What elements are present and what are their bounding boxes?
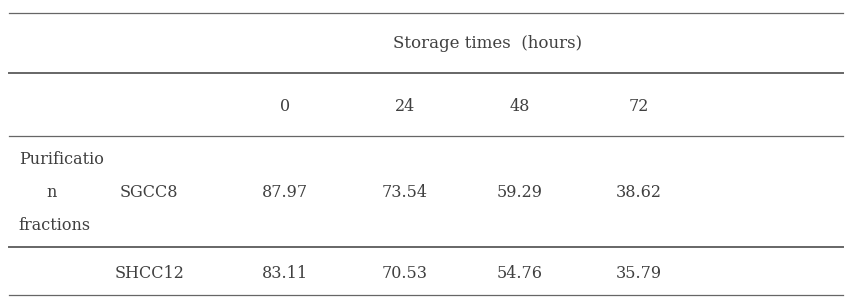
Text: 87.97: 87.97 [262, 184, 308, 201]
Text: 0: 0 [280, 98, 291, 115]
Text: SHCC12: SHCC12 [114, 265, 184, 282]
Text: n: n [47, 184, 57, 201]
Text: 48: 48 [509, 98, 530, 115]
Text: 38.62: 38.62 [616, 184, 662, 201]
Text: SGCC8: SGCC8 [120, 184, 178, 201]
Text: 70.53: 70.53 [382, 265, 428, 282]
Text: fractions: fractions [19, 217, 91, 234]
Text: 35.79: 35.79 [616, 265, 662, 282]
Text: 59.29: 59.29 [497, 184, 543, 201]
Text: 54.76: 54.76 [497, 265, 543, 282]
Text: 73.54: 73.54 [382, 184, 428, 201]
Text: Purificatio: Purificatio [19, 152, 104, 168]
Text: 72: 72 [629, 98, 649, 115]
Text: Storage times  (hours): Storage times (hours) [394, 35, 582, 52]
Text: 83.11: 83.11 [262, 265, 308, 282]
Text: 24: 24 [394, 98, 415, 115]
